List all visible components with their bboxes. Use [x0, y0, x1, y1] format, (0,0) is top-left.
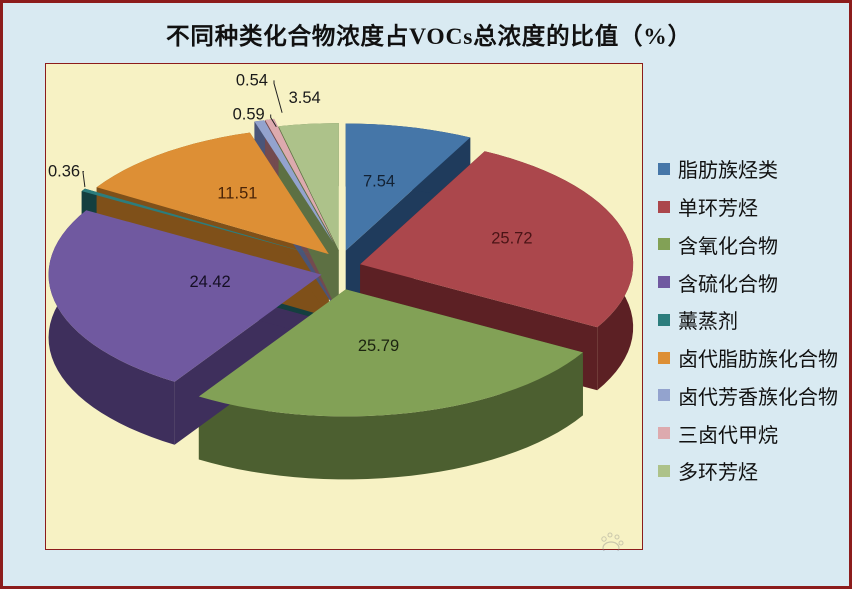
svg-text:7.54: 7.54 — [363, 172, 395, 190]
svg-text:11.51: 11.51 — [217, 185, 257, 203]
svg-text:3.54: 3.54 — [289, 89, 321, 107]
svg-text:0.54: 0.54 — [236, 71, 268, 89]
svg-text:25.72: 25.72 — [491, 229, 532, 247]
svg-text:24.42: 24.42 — [189, 273, 230, 291]
svg-text:0.36: 0.36 — [48, 163, 80, 181]
svg-text:25.79: 25.79 — [358, 337, 399, 355]
svg-text:0.59: 0.59 — [233, 106, 265, 124]
